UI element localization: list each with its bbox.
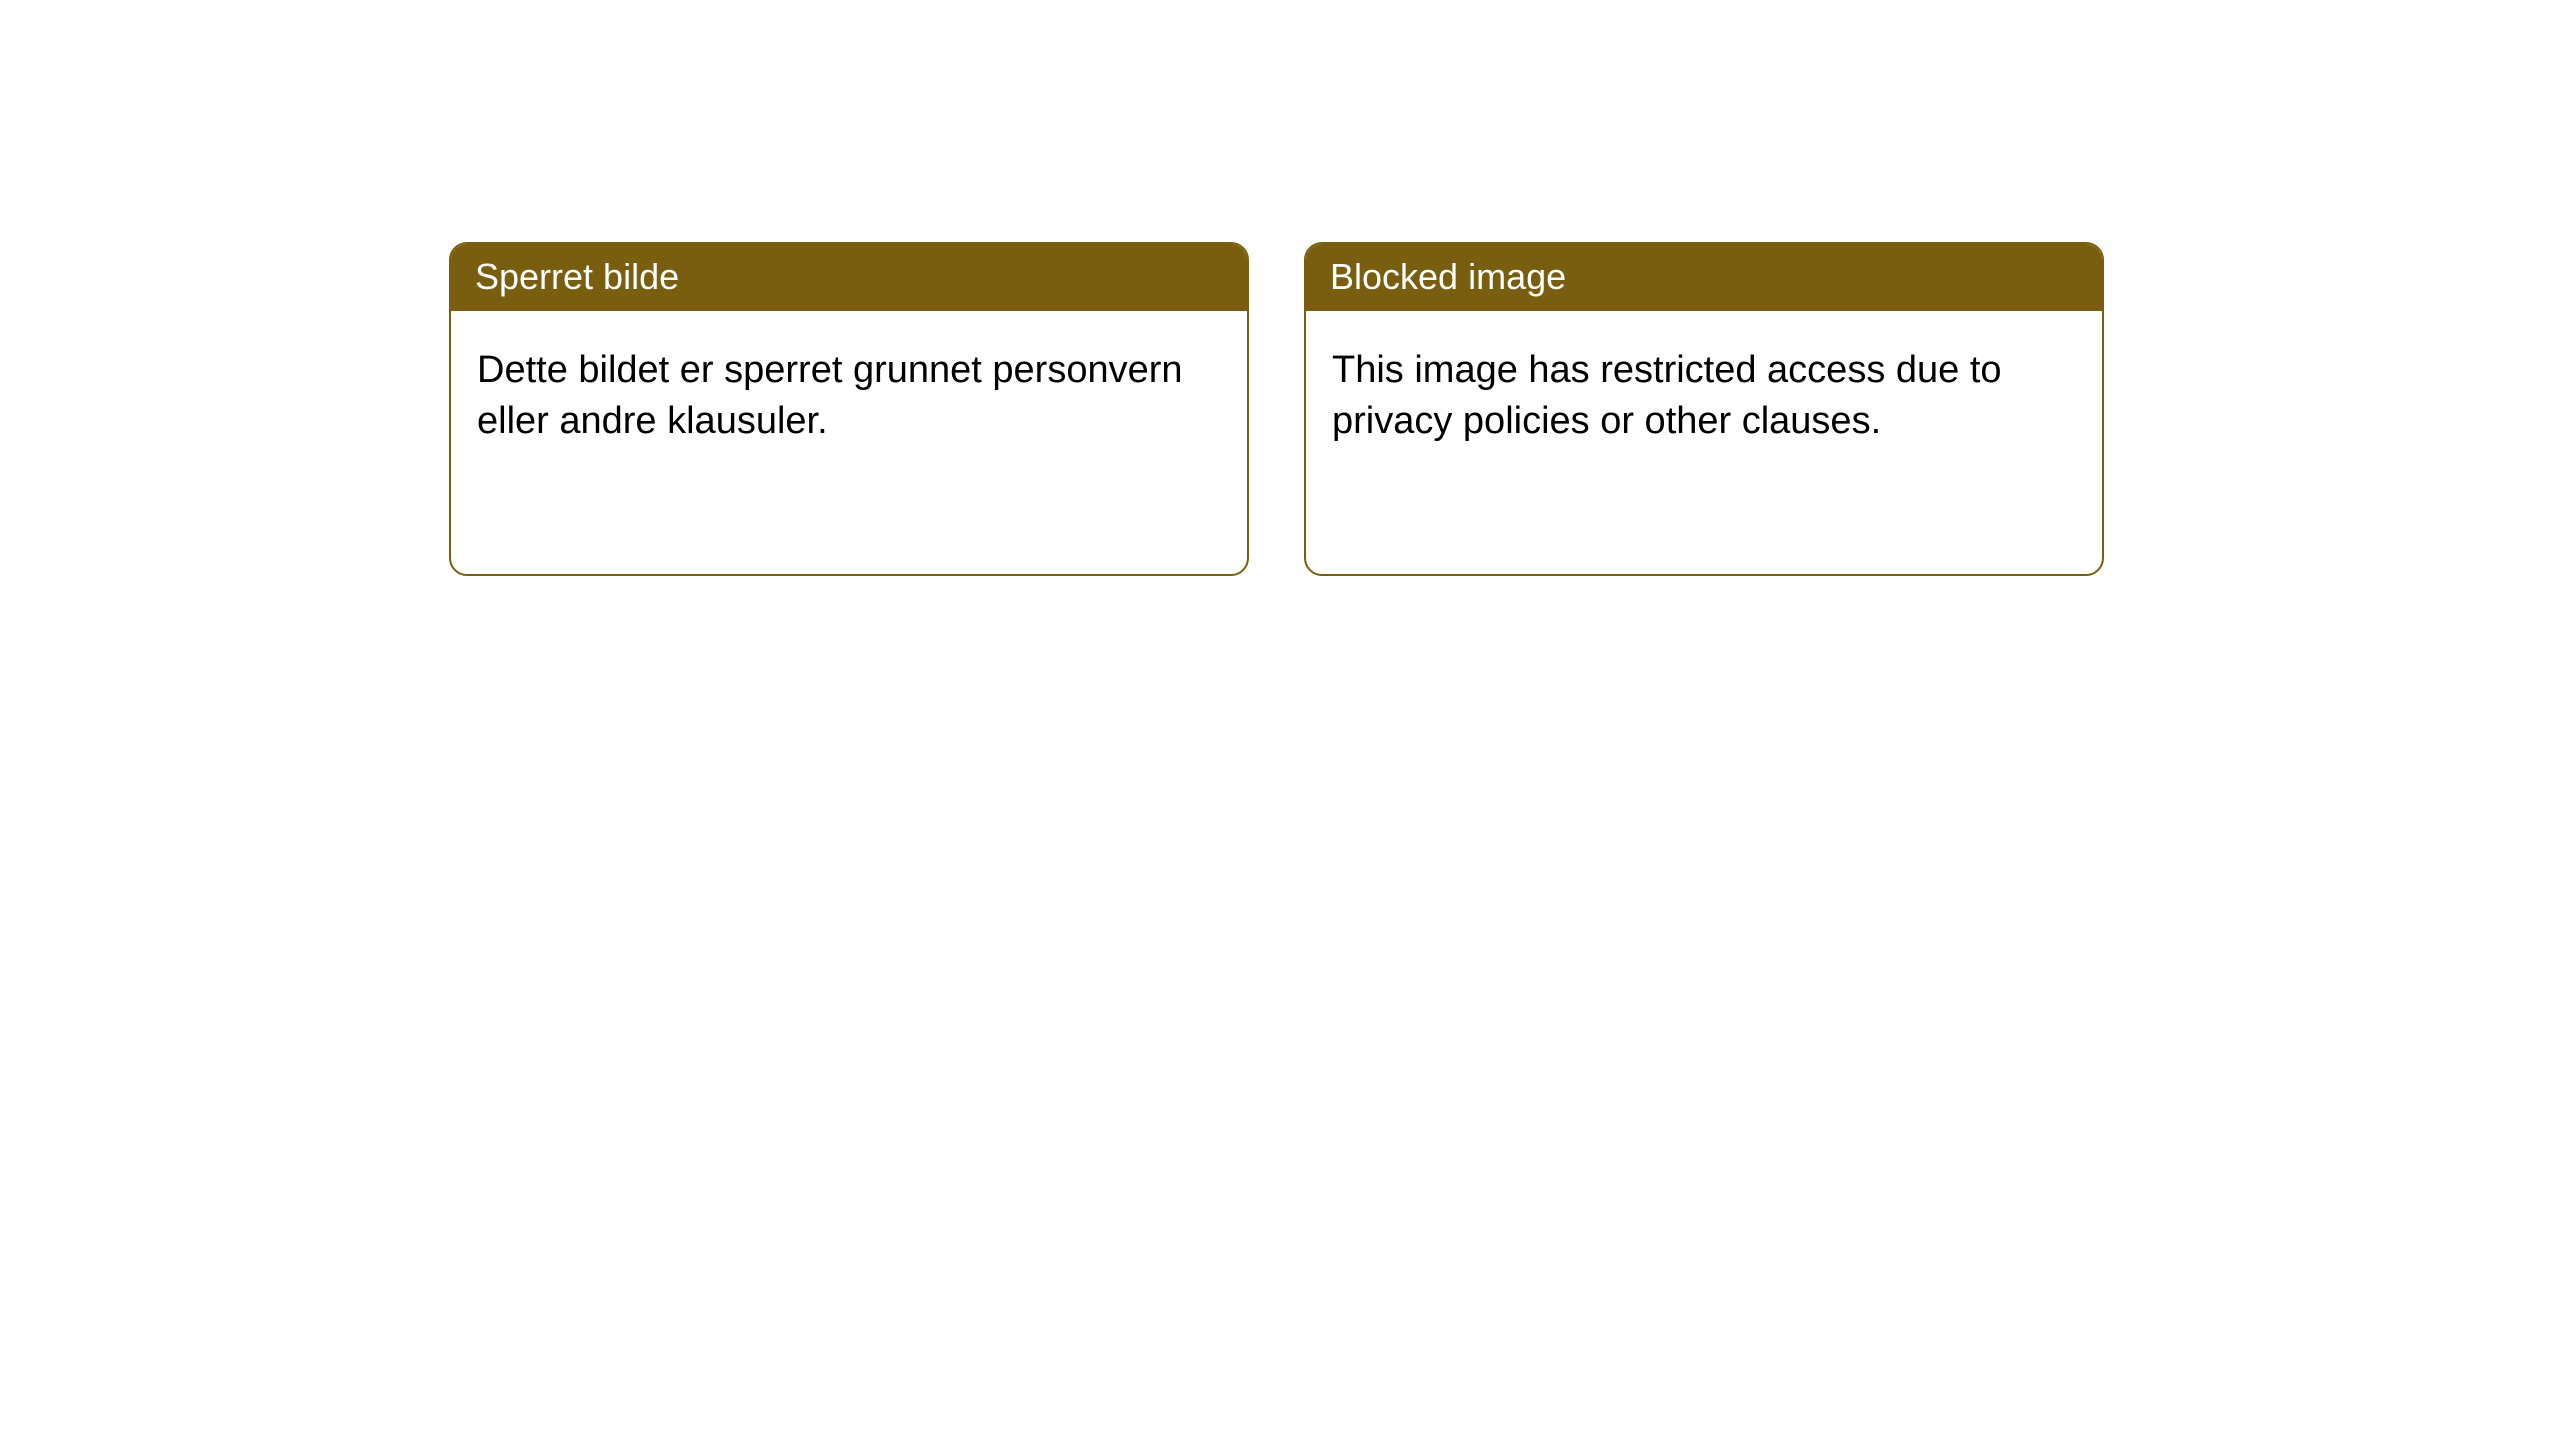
notice-header: Sperret bilde — [451, 244, 1247, 311]
notice-title: Sperret bilde — [475, 256, 679, 297]
notice-card-norwegian: Sperret bilde Dette bildet er sperret gr… — [449, 242, 1249, 576]
notice-body: Dette bildet er sperret grunnet personve… — [451, 311, 1247, 482]
notice-card-english: Blocked image This image has restricted … — [1304, 242, 2104, 576]
notice-container: Sperret bilde Dette bildet er sperret gr… — [449, 242, 2104, 576]
notice-body-text: This image has restricted access due to … — [1332, 349, 2002, 442]
notice-body-text: Dette bildet er sperret grunnet personve… — [477, 349, 1183, 442]
notice-title: Blocked image — [1330, 256, 1566, 297]
notice-body: This image has restricted access due to … — [1306, 311, 2102, 482]
notice-header: Blocked image — [1306, 244, 2102, 311]
